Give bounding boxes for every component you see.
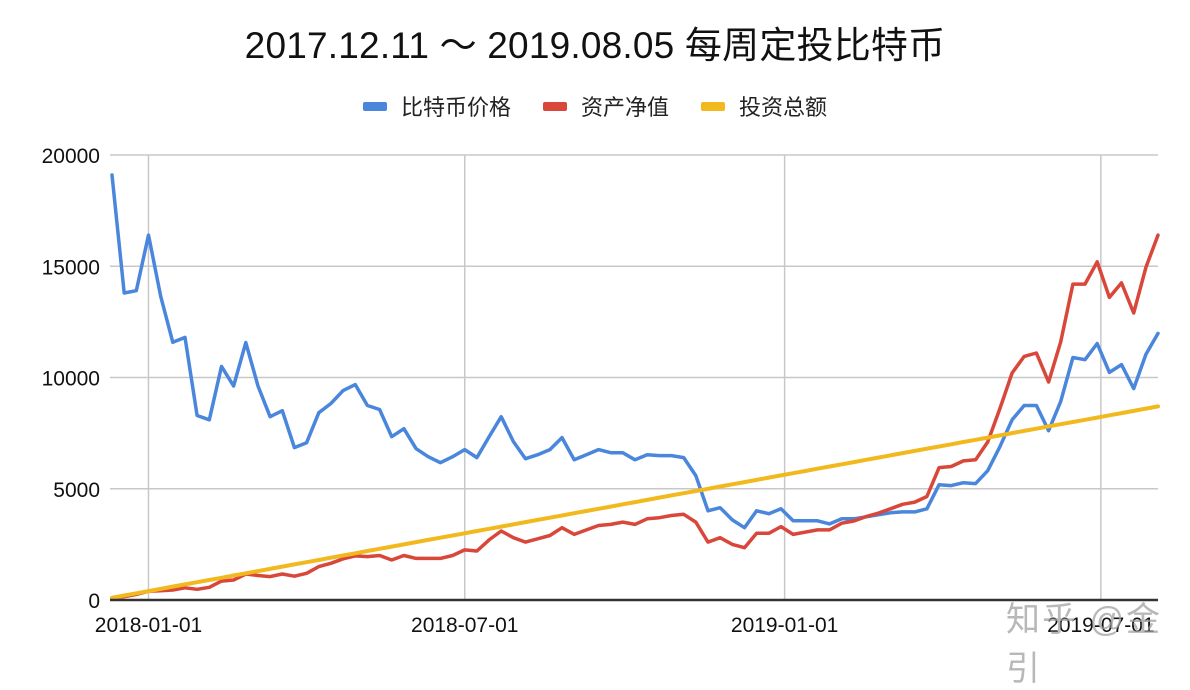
legend-item-btc-price[interactable]: 比特币价格 (362, 90, 511, 122)
y-tick-label: 5000 (53, 479, 100, 502)
line-chart-plot: 0 5000 10000 15000 20000 2018-01-01 2018-07-0… (42, 145, 1160, 637)
chart-legend: 比特币价格 资产净值 投资总额 (0, 90, 1190, 122)
legend-label: 资产净值 (580, 95, 669, 120)
btc-price-line (110, 173, 1160, 530)
x-tick-label: 2018-07-01 (411, 614, 518, 637)
x-tick-label: 2019-07-01 (1047, 614, 1154, 637)
legend-swatch-yellow (701, 101, 725, 111)
y-axis-ticks: 0 5000 10000 15000 20000 (42, 145, 100, 613)
chart-title: 2017.12.11 ～ 2019.08.05 每周定投比特币 (244, 25, 946, 66)
y-tick-label: 0 (88, 590, 100, 613)
legend-label: 投资总额 (739, 95, 828, 120)
y-tick-label: 20000 (42, 145, 100, 168)
legend-item-total-investment[interactable]: 投资总额 (701, 90, 827, 122)
total-investment-line (110, 404, 1160, 600)
net-asset-line (110, 233, 1160, 600)
legend-swatch-blue (362, 101, 387, 111)
y-tick-label: 15000 (42, 256, 100, 279)
data-series (110, 173, 1160, 600)
x-axis-ticks: 2018-01-01 2018-07-01 2019-01-01 2019-07-01 (95, 614, 1155, 637)
legend-item-net-asset[interactable]: 资产净值 (542, 90, 669, 122)
x-tick-label: 2019-01-01 (731, 614, 838, 637)
y-tick-label: 10000 (42, 368, 100, 391)
legend-label: 比特币价格 (400, 95, 511, 120)
x-tick-label: 2018-01-01 (95, 614, 202, 637)
legend-swatch-red (542, 101, 567, 111)
gridlines (110, 154, 1158, 600)
